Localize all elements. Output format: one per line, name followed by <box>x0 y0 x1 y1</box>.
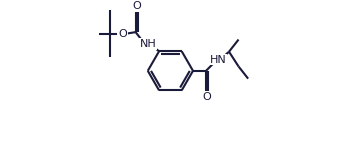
Text: O: O <box>118 29 127 39</box>
Text: HN: HN <box>210 55 227 64</box>
Text: O: O <box>203 92 211 102</box>
Text: NH: NH <box>139 39 156 49</box>
Text: O: O <box>132 0 141 11</box>
